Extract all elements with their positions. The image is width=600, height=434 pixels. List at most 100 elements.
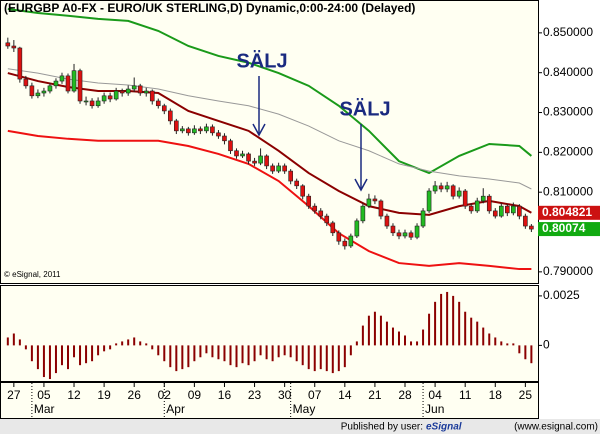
histogram-bar: [434, 301, 437, 346]
oscillator-panel: [0, 285, 539, 382]
candle-body: [414, 225, 420, 238]
histogram-bar: [446, 291, 449, 346]
candle-body: [89, 100, 95, 107]
plot-area: [5, 7, 534, 380]
candle-body: [378, 200, 384, 217]
candle-body: [529, 225, 534, 230]
candle-body: [65, 75, 71, 92]
candle-body: [258, 155, 263, 164]
candle-body: [137, 85, 143, 94]
histogram-bar: [103, 345, 106, 352]
candle-body: [408, 232, 414, 238]
candle-body: [384, 215, 390, 227]
annotation: SÄLJ: [236, 49, 287, 72]
candle-body: [312, 205, 318, 212]
histogram-bar: [169, 345, 172, 368]
y-tick-label: 0.820000: [543, 145, 593, 159]
candle-body: [174, 120, 179, 132]
histogram-bar: [313, 345, 316, 372]
candle-body: [222, 135, 227, 142]
histogram-bar: [482, 327, 485, 346]
histogram-bar: [524, 345, 527, 360]
candle-body: [474, 200, 480, 212]
x-tick-label: 09: [188, 388, 202, 402]
y-tick-label: 0.810000: [543, 184, 593, 198]
x-tick-label: 18: [489, 388, 503, 402]
candle-body: [492, 210, 498, 217]
histogram-bar: [440, 293, 443, 346]
candle-body: [47, 85, 53, 92]
histogram-bar: [217, 345, 220, 360]
histogram-bar: [211, 345, 214, 358]
candle-body: [456, 190, 462, 197]
y-tick-label: 0.790000: [543, 264, 593, 278]
candle-body: [468, 205, 474, 212]
histogram-bar: [379, 315, 382, 346]
x-tick-label: 19: [97, 388, 111, 402]
candle-body: [119, 90, 125, 94]
histogram-bar: [229, 345, 232, 366]
x-tick-label: 30: [278, 388, 292, 402]
candle-body: [246, 153, 251, 162]
candle-body: [131, 85, 137, 90]
histogram-bar: [500, 341, 503, 346]
histogram-bar: [157, 345, 160, 356]
candle-body: [264, 155, 269, 167]
y-tick-label: 0.830000: [543, 105, 593, 119]
histogram-bar: [301, 345, 304, 366]
histogram-bar: [163, 345, 166, 362]
histogram-bar: [385, 321, 388, 346]
candle-body: [155, 100, 161, 107]
candle-body: [5, 42, 11, 47]
candle-body: [517, 205, 522, 217]
histogram-bar: [54, 345, 57, 374]
histogram-bar: [12, 333, 15, 346]
annotation-arrow: [252, 76, 266, 137]
histogram-bar: [48, 345, 51, 380]
footer-published: Published by user:: [341, 422, 423, 433]
candle-body: [324, 215, 330, 224]
candle-body: [390, 225, 396, 234]
histogram-bar: [361, 325, 364, 346]
candle-body: [234, 150, 239, 157]
histogram-bar: [307, 345, 310, 370]
candle-body: [71, 70, 77, 92]
y-tick-label: 0.0025: [543, 288, 580, 302]
x-tick-label: 04: [428, 388, 442, 402]
candle-body: [240, 153, 245, 157]
histogram-bar: [67, 345, 70, 370]
x-tick-label: 26: [128, 388, 142, 402]
candle-body: [101, 95, 107, 102]
candle-body: [35, 92, 41, 97]
histogram-bar: [247, 345, 250, 366]
last-value-box: [538, 222, 600, 237]
candle-body: [29, 85, 35, 97]
candle-body: [450, 185, 456, 197]
candle-body: [107, 95, 113, 100]
candle-body: [204, 126, 209, 132]
candle-body: [294, 180, 299, 187]
candle-body: [113, 90, 119, 100]
histogram-bar: [355, 341, 358, 346]
candle-body: [53, 80, 59, 87]
candle-body: [143, 90, 149, 94]
candle-body: [276, 165, 281, 172]
copyright: © eSignal, 2011: [4, 270, 61, 279]
candle-body: [210, 126, 215, 134]
histogram-bar: [30, 345, 33, 362]
histogram-bar: [428, 313, 431, 346]
histogram-bar: [410, 341, 413, 346]
candle-body: [486, 195, 492, 212]
candle-body: [348, 235, 354, 247]
candle-body: [402, 232, 408, 237]
candle-body: [282, 165, 287, 172]
candle-body: [511, 205, 516, 214]
candle-body: [228, 140, 233, 152]
candle-body: [354, 220, 360, 237]
histogram-bar: [343, 345, 346, 368]
candle-body: [372, 198, 378, 202]
histogram-bar: [289, 345, 292, 358]
candle-body: [480, 195, 486, 202]
last-value-label: 0.804821: [542, 205, 592, 219]
candle-body: [360, 205, 366, 222]
